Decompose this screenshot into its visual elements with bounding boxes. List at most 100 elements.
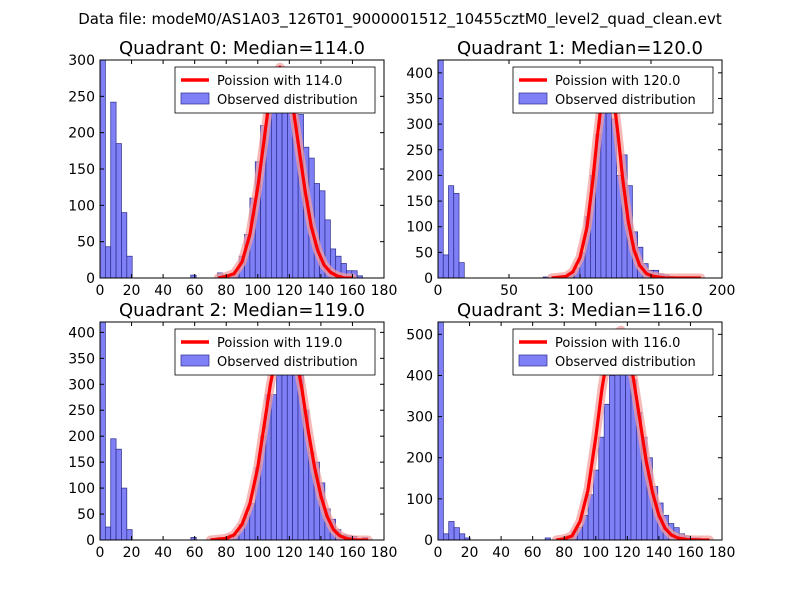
y-tick-label: 400 bbox=[406, 368, 433, 384]
x-tick-label: 40 bbox=[492, 545, 510, 561]
y-tick-label: 150 bbox=[68, 455, 95, 471]
x-tick-label: 20 bbox=[123, 545, 141, 561]
x-tick-label: 20 bbox=[123, 283, 141, 299]
legend-label-observed: Observed distribution bbox=[217, 355, 358, 370]
hist-bar-17 bbox=[276, 373, 283, 540]
hist-bar-2 bbox=[110, 101, 117, 278]
chart-title: Quadrant 0: Median=114.0 bbox=[119, 38, 365, 59]
hist-bar-19 bbox=[286, 352, 293, 540]
y-tick-label: 150 bbox=[406, 194, 433, 210]
legend-bar-swatch bbox=[518, 354, 548, 367]
hist-bar-3 bbox=[115, 143, 122, 278]
legend-label-fit: Poission with 114.0 bbox=[217, 74, 342, 89]
x-tick-label: 140 bbox=[646, 545, 673, 561]
suptitle: Data file: modeM0/AS1A03_126T01_90000015… bbox=[78, 10, 722, 29]
x-tick-label: 0 bbox=[434, 283, 443, 299]
y-tick-label: 200 bbox=[406, 451, 433, 467]
hist-bar-17 bbox=[619, 346, 626, 540]
y-tick-label: 350 bbox=[68, 351, 95, 367]
x-tick-label: 140 bbox=[308, 283, 335, 299]
y-tick-label: 200 bbox=[406, 168, 433, 184]
x-tick-label: 40 bbox=[154, 545, 172, 561]
hist-bar-6 bbox=[544, 537, 551, 540]
hist-bar-5 bbox=[126, 255, 133, 278]
hist-bar-2 bbox=[448, 185, 455, 278]
axes-frame bbox=[99, 321, 385, 541]
x-tick-label: 80 bbox=[217, 283, 235, 299]
y-tick-label: 50 bbox=[77, 507, 95, 523]
x-tick-label: 120 bbox=[276, 283, 303, 299]
hist-bar-4 bbox=[459, 533, 466, 540]
hist-bar-3 bbox=[453, 193, 460, 278]
legend-label-observed: Observed distribution bbox=[217, 93, 358, 108]
y-tick-label: 300 bbox=[68, 53, 95, 69]
hist-bar-2 bbox=[110, 438, 117, 540]
y-tick-label: 100 bbox=[68, 198, 95, 214]
y-tick-label: 0 bbox=[424, 271, 433, 287]
y-tick-label: 400 bbox=[406, 66, 433, 82]
y-tick-label: 400 bbox=[68, 325, 95, 341]
hist-bar-4 bbox=[121, 487, 128, 540]
y-tick-label: 500 bbox=[406, 327, 433, 343]
hist-bar-0 bbox=[438, 322, 444, 540]
x-tick-label: 60 bbox=[524, 545, 542, 561]
chart-title: Quadrant 3: Median=116.0 bbox=[457, 300, 703, 321]
y-tick-label: 300 bbox=[406, 117, 433, 133]
x-tick-label: 200 bbox=[709, 283, 736, 299]
legend-label-fit: Poission with 120.0 bbox=[555, 74, 680, 89]
chart-panel-0: 0 20 40 60 80 100 120 140 160 180 0 50 100 150 200 250 3… bbox=[68, 38, 397, 299]
x-tick-label: 160 bbox=[339, 545, 366, 561]
y-tick-label: 300 bbox=[406, 410, 433, 426]
legend-bar-swatch bbox=[518, 92, 548, 105]
hist-bar-3 bbox=[453, 527, 460, 540]
x-tick-label: 120 bbox=[276, 545, 303, 561]
axes-frame bbox=[437, 321, 723, 541]
hist-bar-4 bbox=[458, 262, 465, 278]
chart-title: Quadrant 1: Median=120.0 bbox=[457, 38, 703, 59]
y-tick-label: 250 bbox=[68, 89, 95, 105]
hist-bar-14 bbox=[605, 87, 612, 278]
x-tick-label: 80 bbox=[217, 545, 235, 561]
hist-bar-16 bbox=[270, 394, 277, 540]
y-tick-label: 50 bbox=[77, 235, 95, 251]
hist-bar-13 bbox=[598, 436, 605, 540]
chart-title: Quadrant 2: Median=119.0 bbox=[119, 300, 365, 321]
hist-bar-18 bbox=[281, 363, 288, 540]
hist-bar-0 bbox=[100, 322, 106, 540]
y-tick-label: 50 bbox=[415, 245, 433, 261]
hist-bar-6 bbox=[190, 537, 197, 540]
x-tick-label: 180 bbox=[709, 545, 736, 561]
y-tick-label: 150 bbox=[68, 162, 95, 178]
x-tick-label: 60 bbox=[186, 545, 204, 561]
x-tick-label: 180 bbox=[371, 283, 398, 299]
y-tick-label: 100 bbox=[406, 492, 433, 508]
y-tick-label: 200 bbox=[68, 429, 95, 445]
x-tick-label: 60 bbox=[186, 283, 204, 299]
hist-bar-1 bbox=[105, 246, 112, 278]
y-tick-label: 100 bbox=[406, 220, 433, 236]
hist-bar-18 bbox=[276, 95, 283, 278]
x-tick-label: 40 bbox=[154, 283, 172, 299]
legend: Poission with 120.0 Observed distribution bbox=[512, 66, 714, 114]
hist-bar-5 bbox=[464, 537, 471, 540]
legend-label-observed: Observed distribution bbox=[555, 93, 696, 108]
x-tick-label: 140 bbox=[308, 545, 335, 561]
x-tick-label: 160 bbox=[677, 545, 704, 561]
x-tick-label: 180 bbox=[371, 545, 398, 561]
x-tick-label: 0 bbox=[434, 545, 443, 561]
y-tick-label: 0 bbox=[424, 533, 433, 549]
x-tick-label: 0 bbox=[96, 283, 105, 299]
chart-panel-1: 0 50 100 150 200 0 50 100 150 200 250 300 350 400 Quad… bbox=[406, 38, 735, 299]
legend-label-fit: Poission with 116.0 bbox=[555, 336, 680, 351]
legend-box bbox=[174, 66, 376, 114]
hist-bar-1 bbox=[105, 526, 112, 540]
hist-bar-3 bbox=[115, 448, 122, 540]
legend-box bbox=[512, 328, 714, 376]
x-tick-label: 100 bbox=[244, 545, 271, 561]
x-tick-label: 150 bbox=[638, 283, 665, 299]
y-tick-label: 100 bbox=[68, 481, 95, 497]
hist-bar-20 bbox=[292, 363, 299, 540]
chart-panel-3: 0 20 40 60 80 100 120 140 160 180 0 100 200 300 400 500… bbox=[406, 300, 735, 561]
chart-panel-2: 0 20 40 60 80 100 120 140 160 180 0 50 100 150 200 250 3… bbox=[68, 300, 397, 561]
